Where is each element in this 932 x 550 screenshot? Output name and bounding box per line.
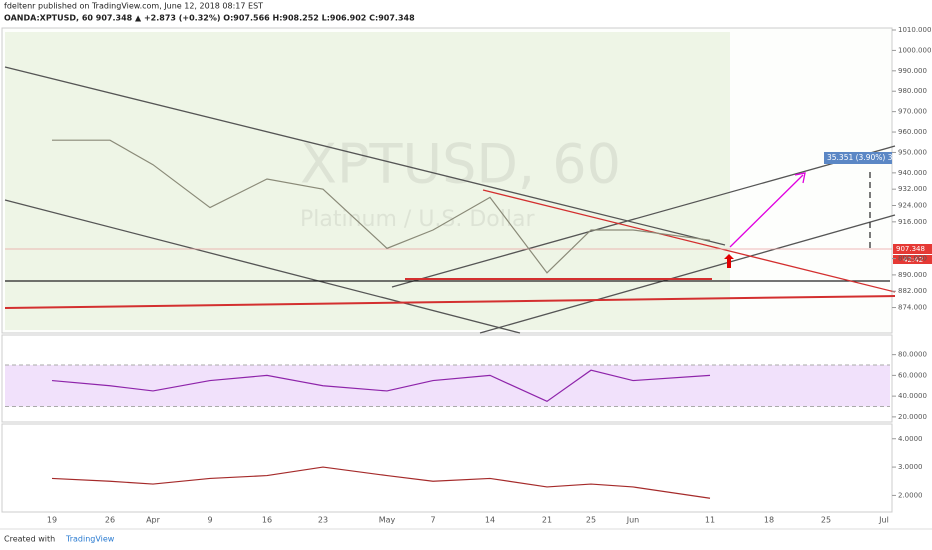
y-tick-label: 1010.000 xyxy=(898,26,931,34)
y-tick-label: 890.000 xyxy=(898,271,927,279)
x-tick-label: 11 xyxy=(705,516,715,525)
trendline xyxy=(4,66,726,246)
arrow-head xyxy=(794,172,806,184)
y-tick-label: 40.0000 xyxy=(898,392,927,400)
x-tick-label: 18 xyxy=(764,516,774,525)
y-tick-label: 960.000 xyxy=(898,128,927,136)
x-tick-label: 21 xyxy=(542,516,552,525)
x-tick-label: 25 xyxy=(821,516,831,525)
price-zone xyxy=(5,32,730,330)
x-tick-label: Apr xyxy=(146,516,161,525)
x-tick-label: 9 xyxy=(207,516,212,525)
trendline xyxy=(479,214,896,334)
measure-label: 35.351 (3.90%) 35 xyxy=(827,153,897,162)
x-tick-label: 23 xyxy=(318,516,328,525)
y-tick-label: 4.0000 xyxy=(898,435,923,443)
countdown-box xyxy=(893,255,932,264)
y-tick-label: 924.000 xyxy=(898,202,927,210)
y-tick-label: 940.000 xyxy=(898,169,927,177)
last-price: 907.348 xyxy=(896,245,925,253)
series-line xyxy=(51,466,711,499)
x-tick-label: 14 xyxy=(485,516,495,525)
watermark: XPTUSD, 60 xyxy=(300,133,621,196)
x-tick-label: 7 xyxy=(430,516,435,525)
footer-created: Created with xyxy=(4,535,55,544)
y-tick-label: 898.000 xyxy=(898,255,927,263)
y-tick-label: 990.000 xyxy=(898,67,927,75)
x-tick-label: 26 xyxy=(105,516,115,525)
trendline xyxy=(4,199,521,334)
band xyxy=(5,365,890,407)
y-tick-label: 80.0000 xyxy=(898,351,927,359)
x-tick-label: 19 xyxy=(47,516,57,525)
x-tick-label: May xyxy=(379,516,396,525)
y-tick-label: 950.000 xyxy=(898,148,927,156)
y-tick-label: 882.000 xyxy=(898,287,927,295)
watermark-sub: Platinum / U.S. Dollar xyxy=(300,207,535,232)
y-tick-label: 3.0000 xyxy=(898,463,923,471)
x-tick-label: 16 xyxy=(262,516,272,525)
y-tick-label: 60.0000 xyxy=(898,371,927,379)
trendline xyxy=(391,145,896,288)
price-box xyxy=(893,244,932,254)
y-tick-label: 2.0000 xyxy=(898,491,923,499)
x-tick-label: Jul xyxy=(878,516,889,525)
footer-brand: TradingView xyxy=(65,535,115,544)
series-line xyxy=(52,139,711,274)
up-arrow xyxy=(724,254,734,268)
drawings xyxy=(4,66,896,334)
symbol-info: OANDA:XPTUSD, 60 907.348 ▲ +2.873 (+0.32… xyxy=(4,14,415,23)
x-tick-label: 25 xyxy=(586,516,596,525)
y-tick-label: 932.000 xyxy=(898,185,927,193)
y-tick-label: 874.000 xyxy=(898,304,927,312)
countdown: 42:42 xyxy=(903,256,923,264)
series-line xyxy=(51,369,711,403)
arrow xyxy=(729,174,804,248)
y-tick-label: 20.0000 xyxy=(898,413,927,421)
y-tick-label: 970.000 xyxy=(898,108,927,116)
x-tick-label: Jun xyxy=(626,516,640,525)
measure-box xyxy=(824,152,892,164)
y-tick-label: 916.000 xyxy=(898,218,927,226)
y-tick-label: 1000.000 xyxy=(898,46,931,54)
publisher: fdeltenr published on TradingView.com, J… xyxy=(4,2,263,11)
trendline xyxy=(4,295,896,309)
y-tick-label: 980.000 xyxy=(898,87,927,95)
trendline xyxy=(482,189,896,293)
atr-panel xyxy=(1,423,893,513)
